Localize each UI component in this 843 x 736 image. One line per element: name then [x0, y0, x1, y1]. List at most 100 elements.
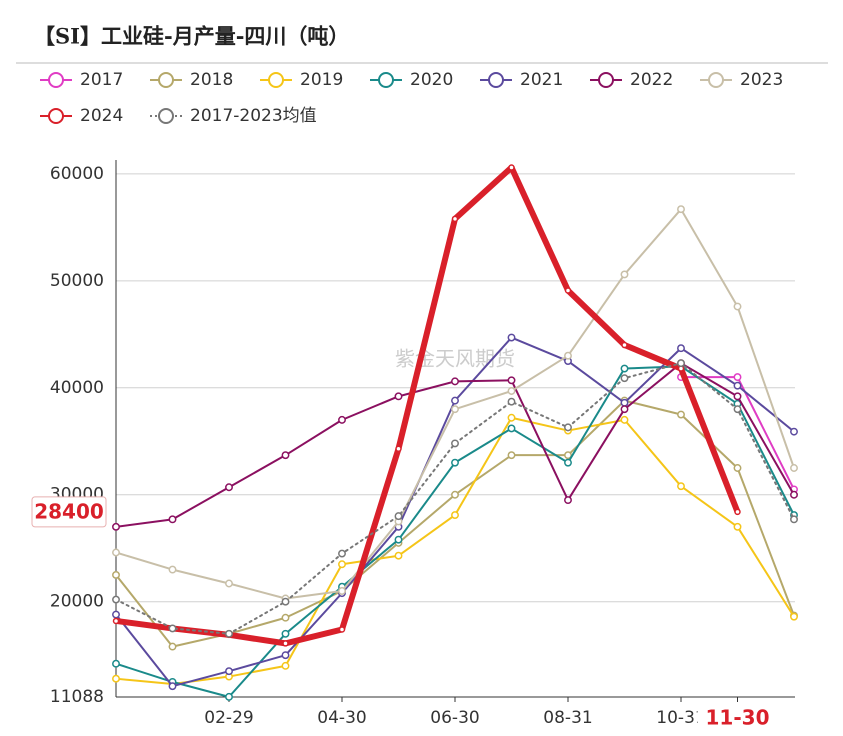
data-point: [564, 287, 572, 294]
data-point: [168, 642, 177, 651]
x-tick-label: 08-31: [543, 708, 592, 728]
data-point: [790, 427, 798, 436]
data-point: [281, 597, 290, 606]
data-point: [168, 565, 177, 574]
data-point: [451, 439, 459, 448]
data-point: [338, 626, 346, 633]
y-tick-label: 11088: [50, 687, 104, 707]
data-point: [790, 464, 798, 472]
data-point: [394, 551, 403, 560]
data-point: [677, 359, 685, 368]
data-point: [507, 387, 516, 395]
data-point: [790, 515, 798, 524]
data-point: [507, 333, 516, 342]
data-point: [733, 522, 742, 531]
data-point: [168, 515, 177, 524]
x-highlight-label: 11-30: [706, 706, 770, 730]
x-tick-label: 04-30: [317, 708, 366, 728]
data-point: [281, 661, 290, 670]
data-point: [620, 374, 629, 383]
data-point: [451, 490, 459, 499]
legend-marker: [48, 72, 64, 88]
data-point: [338, 415, 346, 424]
data-point: [338, 560, 346, 569]
data-point: [168, 682, 177, 691]
data-point: [281, 651, 290, 660]
series-line: [115, 416, 795, 686]
data-point: [677, 410, 685, 419]
data-point: [790, 612, 798, 621]
x-tick-label: 02-29: [204, 708, 253, 728]
legend-marker: [488, 72, 504, 88]
data-point: [564, 458, 572, 467]
data-point: [451, 215, 459, 223]
data-point: [225, 667, 233, 676]
data-point: [112, 548, 120, 557]
legend-marker: [158, 108, 174, 124]
data-point: [733, 464, 742, 472]
data-point: [225, 629, 233, 638]
legend-marker: [158, 72, 174, 88]
data-point: [508, 164, 515, 171]
data-point: [451, 511, 459, 520]
data-point: [677, 205, 685, 214]
legend-label: 2017-2023均值: [190, 106, 317, 126]
data-point: [282, 640, 289, 647]
legend-label: 2023: [740, 70, 783, 90]
legend-marker: [708, 72, 724, 88]
data-point: [451, 458, 459, 467]
data-point: [733, 381, 742, 390]
data-point: [281, 451, 290, 460]
data-point: [507, 413, 516, 422]
data-point: [790, 490, 798, 499]
data-point: [112, 617, 120, 625]
data-point: [451, 396, 459, 405]
data-point: [394, 512, 403, 521]
data-point: [112, 571, 120, 579]
legend-marker: [268, 72, 284, 88]
data-point: [168, 624, 177, 633]
data-point: [620, 405, 629, 414]
y-tick-label: 50000: [50, 271, 104, 291]
y-tick-label: 40000: [50, 378, 104, 398]
data-point: [225, 692, 233, 701]
legend-label: 2022: [630, 70, 673, 90]
data-point: [564, 351, 572, 360]
y-marker-bg: [31, 496, 107, 528]
data-point: [225, 483, 233, 492]
data-point: [112, 659, 120, 668]
data-point: [564, 496, 572, 505]
data-point: [112, 595, 120, 604]
data-point: [507, 424, 516, 433]
data-point: [620, 398, 629, 407]
y-tick-label: 20000: [50, 592, 104, 612]
data-point: [564, 451, 572, 460]
data-point: [112, 610, 120, 619]
data-point: [112, 674, 120, 683]
legend-label: 2024: [80, 106, 123, 126]
x-highlight-bg: [697, 704, 778, 732]
data-point: [733, 302, 742, 311]
data-point: [677, 344, 685, 353]
data-point: [507, 451, 516, 460]
data-point: [507, 397, 516, 406]
data-point: [451, 405, 459, 414]
chart-title: 【SI】工业硅-月产量-四川（吨）: [34, 24, 349, 49]
legend-marker: [598, 72, 614, 88]
legend-label: 2018: [190, 70, 233, 90]
data-point: [733, 392, 742, 401]
data-point: [677, 482, 685, 491]
data-point: [451, 377, 459, 386]
y-tick-label: 60000: [50, 164, 104, 184]
data-point: [225, 579, 233, 588]
data-point: [112, 522, 120, 531]
legend-marker: [378, 72, 394, 88]
data-point: [620, 364, 629, 373]
data-point: [338, 587, 346, 595]
data-point: [733, 373, 742, 382]
x-tick-label: 10-31: [656, 708, 705, 728]
legend-marker: [48, 108, 64, 124]
data-point: [281, 629, 290, 638]
data-point: [507, 376, 516, 385]
data-point: [733, 405, 742, 414]
